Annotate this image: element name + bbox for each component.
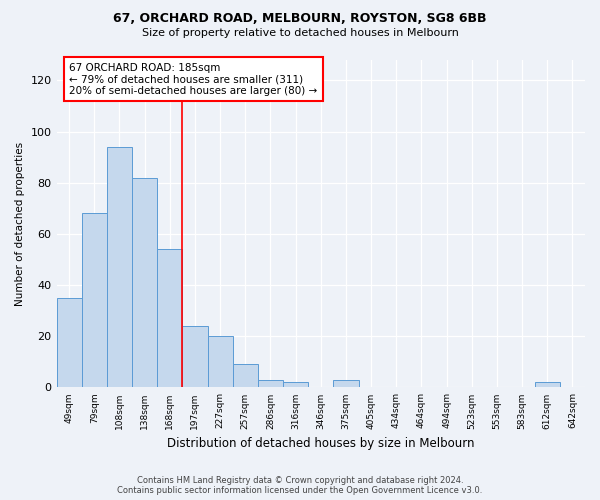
Bar [182,326,208,388]
Bar [82,214,107,388]
Text: 67 ORCHARD ROAD: 185sqm
← 79% of detached houses are smaller (311)
20% of semi-d: 67 ORCHARD ROAD: 185sqm ← 79% of detache… [69,62,317,96]
X-axis label: Distribution of detached houses by size in Melbourn: Distribution of detached houses by size … [167,437,475,450]
Bar [208,336,233,388]
Text: 67, ORCHARD ROAD, MELBOURN, ROYSTON, SG8 6BB: 67, ORCHARD ROAD, MELBOURN, ROYSTON, SG8… [113,12,487,26]
Bar [283,382,308,388]
Text: Contains HM Land Registry data © Crown copyright and database right 2024.
Contai: Contains HM Land Registry data © Crown c… [118,476,482,495]
Bar [56,298,82,388]
Bar [233,364,258,388]
Y-axis label: Number of detached properties: Number of detached properties [15,142,25,306]
Bar [334,380,359,388]
Text: Size of property relative to detached houses in Melbourn: Size of property relative to detached ho… [142,28,458,38]
Bar [132,178,157,388]
Bar [535,382,560,388]
Bar [258,380,283,388]
Bar [157,250,182,388]
Bar [107,147,132,388]
